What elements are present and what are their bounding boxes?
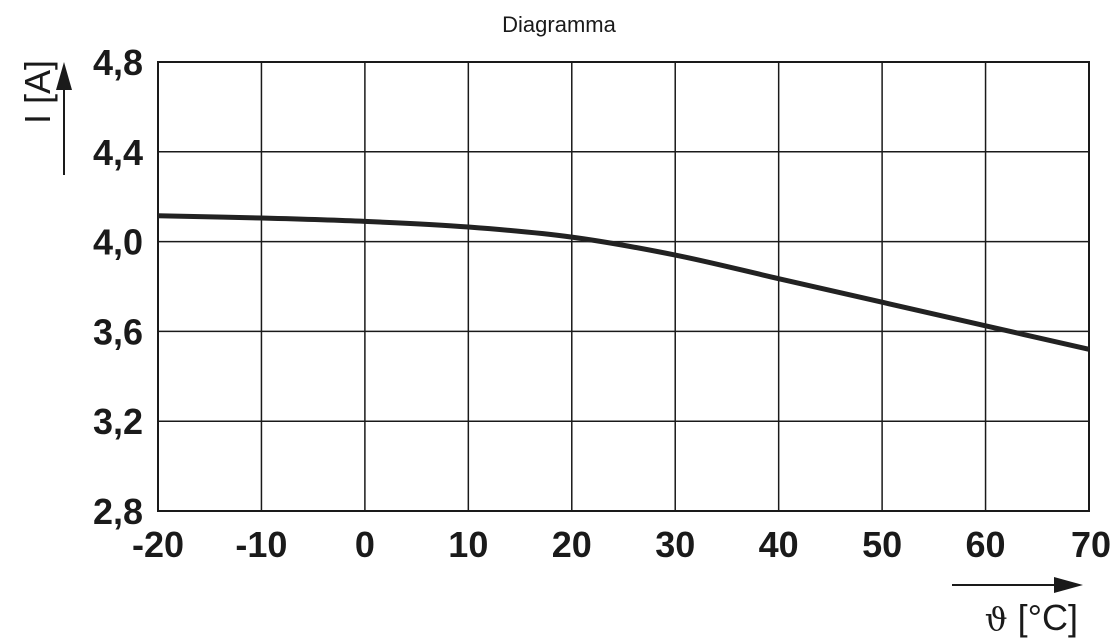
plot-border bbox=[157, 61, 1090, 512]
x-tick-label: 50 bbox=[862, 524, 902, 565]
x-tick-label: -20 bbox=[132, 524, 184, 565]
x-tick-label: 70 bbox=[1071, 524, 1111, 565]
y-axis-arrow-head bbox=[56, 62, 72, 90]
x-tick-label: 20 bbox=[552, 524, 592, 565]
y-tick-labels: 2,8 3,2 3,6 4,0 4,4 4,8 bbox=[93, 42, 143, 532]
x-tick-labels: -20 -10 0 10 20 30 40 50 60 70 bbox=[132, 524, 1111, 565]
y-tick-label: 3,6 bbox=[93, 311, 143, 352]
x-tick-label: 10 bbox=[448, 524, 488, 565]
x-axis-arrow-head bbox=[1054, 577, 1083, 593]
y-tick-label: 2,8 bbox=[93, 491, 143, 532]
series-line bbox=[157, 213, 1090, 352]
y-tick-label: 4,8 bbox=[93, 42, 143, 83]
x-tick-label: 0 bbox=[355, 524, 375, 565]
y-tick-label: 4,4 bbox=[93, 132, 143, 173]
x-tick-label: 30 bbox=[655, 524, 695, 565]
y-axis-title-group: I [A] bbox=[17, 60, 72, 175]
x-tick-label: -10 bbox=[235, 524, 287, 565]
x-axis-title: ϑ [°C] bbox=[985, 597, 1078, 638]
x-tick-label: 40 bbox=[759, 524, 799, 565]
grid bbox=[158, 62, 1089, 511]
chart-title: Diagramma bbox=[502, 12, 616, 37]
x-axis-title-group: ϑ [°C] bbox=[952, 577, 1083, 638]
x-tick-label: 60 bbox=[966, 524, 1006, 565]
y-tick-label: 4,0 bbox=[93, 222, 143, 263]
plot-frame bbox=[157, 61, 1090, 512]
y-tick-label: 3,2 bbox=[93, 401, 143, 442]
y-axis-title: I [A] bbox=[17, 60, 58, 124]
series-layer bbox=[157, 213, 1090, 352]
